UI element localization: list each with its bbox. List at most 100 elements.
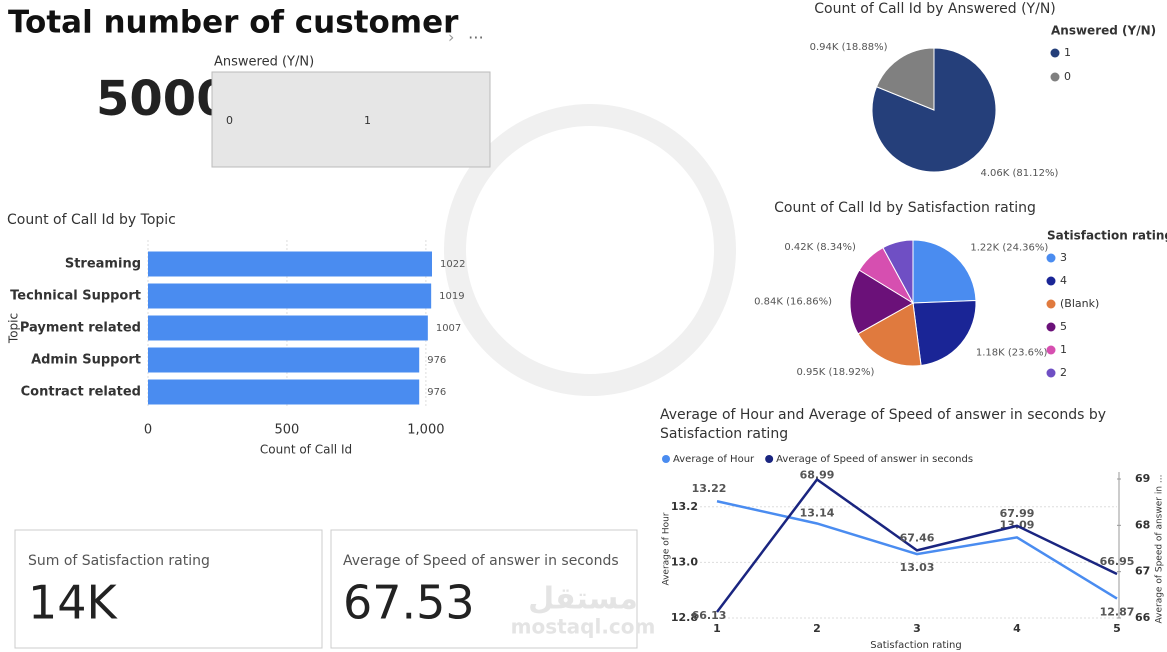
legend-swatch: [1046, 299, 1056, 309]
chart-title: Average of Hour and Average of Speed of …: [660, 407, 1107, 442]
legend-label: 3: [1060, 251, 1067, 264]
data-label: 4.06K (81.12%): [980, 168, 1058, 179]
data-label: 0.42K (8.34%): [784, 242, 856, 253]
pie-slice: [882, 239, 914, 304]
data-label: 13.14: [800, 506, 835, 519]
y-axis-label: Average of Hour: [662, 512, 672, 585]
pie-slice: [912, 239, 977, 304]
watermark: مستقل: [528, 582, 638, 617]
legend-label: Average of Speed of answer in seconds: [776, 454, 973, 465]
pie-slice: [849, 269, 914, 335]
y-tick-label: 13.2: [671, 500, 698, 513]
x-axis-label: Count of Call Id: [260, 443, 352, 457]
data-label: 68.99: [800, 468, 835, 481]
watermark: mostaql.com: [511, 615, 656, 639]
legend-label: Average of Hour: [673, 454, 755, 465]
legend-swatch: [1050, 72, 1060, 82]
data-label: 66.95: [1100, 555, 1135, 568]
legend-label: 5: [1060, 320, 1067, 333]
legend-swatch: [765, 455, 774, 463]
data-label: 0.94K (18.88%): [810, 42, 888, 53]
y-tick-label: Streaming: [65, 257, 141, 272]
data-label: 0.84K (16.86%): [754, 297, 832, 308]
legend-swatch: [1046, 368, 1056, 378]
legend-label: 1: [1064, 46, 1071, 59]
bar: [148, 251, 432, 277]
bar: [148, 347, 420, 373]
data-label: 66.13: [692, 609, 727, 622]
more-icon: ⋯: [468, 28, 484, 47]
data-label: 67.46: [900, 531, 935, 544]
data-label: 976: [427, 387, 446, 398]
chart-title: Count of Call Id by Answered (Y/N): [814, 1, 1056, 17]
slicer-title: Answered (Y/N): [214, 55, 314, 70]
bar: [148, 379, 420, 405]
x-tick-label: 2: [813, 622, 821, 635]
legend-title: Answered (Y/N): [1051, 24, 1156, 38]
data-label: 1019: [439, 291, 464, 302]
kpi-value: 5000: [96, 71, 230, 127]
card-value: 67.53: [343, 576, 475, 630]
legend-swatch: [1046, 322, 1056, 332]
legend-swatch: [1046, 345, 1056, 355]
data-label: 1007: [436, 323, 461, 334]
slicer-option[interactable]: 1: [364, 114, 371, 127]
card-label: Sum of Satisfaction rating: [28, 553, 210, 569]
y2-tick-label: 69: [1135, 472, 1150, 485]
y-axis-label: Topic: [7, 313, 21, 344]
legend-title: Satisfaction rating: [1047, 229, 1167, 243]
y-tick-label: Payment related: [20, 321, 141, 336]
card: [14, 529, 323, 649]
legend-swatch: [1050, 48, 1060, 58]
x-tick-label: 3: [913, 622, 921, 635]
pie-slice: [857, 302, 922, 367]
y2-axis-label: Average of Speed of answer in ...: [1155, 475, 1165, 624]
slicer-option[interactable]: 0: [226, 114, 233, 127]
legend-swatch: [662, 455, 670, 463]
slicer-box[interactable]: [211, 71, 491, 168]
chart-title: Count of Call Id by Topic: [7, 212, 176, 228]
legend-label: 0: [1064, 70, 1071, 83]
data-label: 1.22K (24.36%): [970, 242, 1048, 253]
y-tick-label: 12.8: [671, 611, 698, 624]
x-tick-label: 500: [275, 423, 300, 438]
legend-swatch: [1046, 253, 1056, 263]
y2-tick-label: 68: [1135, 518, 1150, 531]
watermark-icon: [444, 104, 736, 396]
legend-label: 4: [1060, 274, 1067, 287]
pie-slice: [875, 47, 935, 111]
y2-tick-label: 67: [1135, 565, 1150, 578]
data-label: 12.87: [1100, 606, 1135, 619]
data-label: 13.22: [692, 482, 727, 495]
x-tick-label: 1: [713, 622, 721, 635]
x-axis-label: Satisfaction rating: [870, 640, 962, 651]
data-label: 1.18K (23.6%): [976, 348, 1048, 359]
line-series: [716, 477, 1118, 613]
y-tick-label: Technical Support: [10, 289, 141, 304]
x-tick-label: 4: [1013, 622, 1021, 635]
line-series: [716, 500, 1118, 600]
card-label: Average of Speed of answer in seconds: [343, 553, 619, 569]
x-tick-label: 1,000: [407, 423, 444, 438]
legend-label: (Blank): [1060, 297, 1099, 310]
bar: [148, 315, 428, 341]
data-label: 13.03: [900, 561, 935, 574]
y-tick-label: Contract related: [21, 385, 141, 400]
y-tick-label: 13.0: [671, 555, 698, 568]
x-tick-label: 5: [1113, 622, 1121, 635]
card: [330, 529, 638, 649]
y2-tick-label: 66: [1135, 611, 1151, 624]
legend-label: 1: [1060, 343, 1067, 356]
y-tick-label: Admin Support: [31, 353, 141, 368]
bar: [148, 283, 432, 309]
legend-label: 2: [1060, 366, 1067, 379]
data-label: 0.95K (18.92%): [796, 367, 874, 378]
nav-icon: ›: [448, 28, 454, 47]
pie-slice: [912, 299, 977, 367]
page-title: Total number of customer: [8, 5, 459, 41]
data-label: 67.99: [1000, 507, 1035, 520]
data-label: 1022: [440, 259, 465, 270]
chart-title: Count of Call Id by Satisfaction rating: [774, 200, 1036, 216]
